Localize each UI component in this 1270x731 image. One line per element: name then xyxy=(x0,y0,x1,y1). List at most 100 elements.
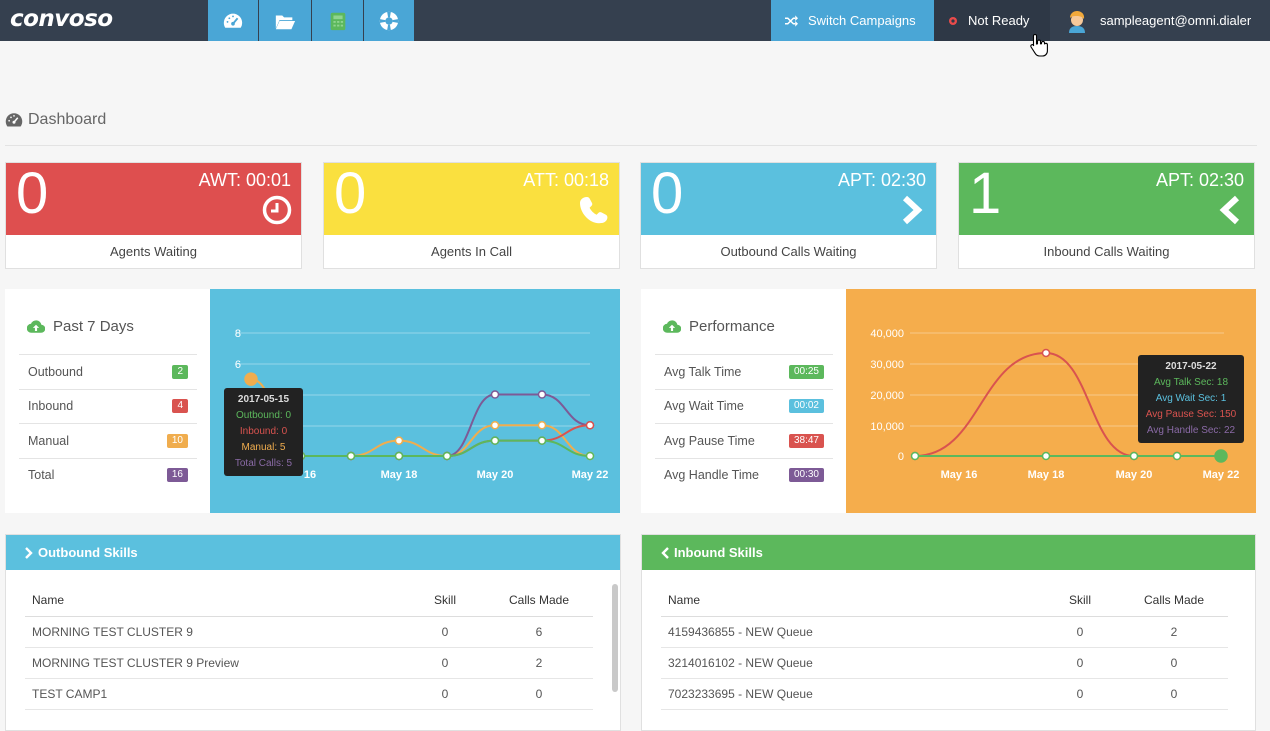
switch-campaigns-label: Switch Campaigns xyxy=(808,13,916,28)
data-point xyxy=(442,451,452,461)
user-menu[interactable]: sampleagent@omni.dialer xyxy=(1050,0,1270,41)
nav-phone-button[interactable] xyxy=(312,0,363,41)
past-7-days-list: Outbound 2 Inbound 4 Manual 10 Total 16 xyxy=(19,354,197,492)
stat-card-agents-waiting: 0 AWT: 00:01 Agents Waiting xyxy=(5,162,302,269)
stat-metric: APT: 02:30 xyxy=(837,170,926,190)
stat-value: 0 xyxy=(651,161,684,226)
y-tick-label: 6 xyxy=(235,359,241,371)
outbound-skills-table: Name Skill Calls Made MORNING TEST CLUST… xyxy=(25,585,593,710)
inbound-skills-panel: Inbound Skills Name Skill Calls Made 415… xyxy=(641,534,1256,731)
stat-value: 0 xyxy=(16,161,49,226)
data-point xyxy=(537,390,547,399)
count-badge: 16 xyxy=(166,468,188,483)
chevron-left-icon xyxy=(1219,195,1240,225)
switch-campaigns-button[interactable]: Switch Campaigns xyxy=(771,0,934,41)
data-point xyxy=(585,421,595,430)
logo[interactable]: convoso xyxy=(10,6,113,32)
data-point xyxy=(490,436,500,445)
stat-card-outbound-calls-waiting: 0 APT: 02:30 Outbound Calls Waiting xyxy=(640,162,937,269)
performance-chart[interactable]: 40,000 30,000 20,000 10,000 0 May 16 May 18 May… xyxy=(846,289,1256,513)
shuffle-icon xyxy=(785,14,798,27)
time-badge: 00:02 xyxy=(788,399,824,414)
chevron-left-icon xyxy=(661,546,669,559)
y-tick-label: 20,000 xyxy=(870,390,904,402)
divider xyxy=(5,145,1257,146)
data-point xyxy=(1129,451,1139,461)
y-tick-label: 0 xyxy=(898,451,904,463)
list-item: Inbound 4 xyxy=(19,388,197,424)
x-tick-label: May 18 xyxy=(1028,469,1065,481)
panel-title: Performance xyxy=(663,318,775,335)
inbound-skills-table: Name Skill Calls Made 4159436855 - NEW Q… xyxy=(661,585,1228,710)
panel-header: Inbound Skills xyxy=(642,535,1255,570)
scrollbar[interactable] xyxy=(612,584,618,692)
table-row[interactable]: 7023233695 - NEW Queue 0 0 xyxy=(661,678,1228,710)
stat-card-inbound-calls-waiting: 1 APT: 02:30 Inbound Calls Waiting xyxy=(958,162,1255,269)
nav-dashboard-button[interactable] xyxy=(208,0,258,41)
x-tick-label: 16 xyxy=(304,469,316,481)
stat-label: Inbound Calls Waiting xyxy=(1043,244,1170,259)
stat-label: Agents Waiting xyxy=(110,244,197,259)
table-row[interactable]: 3214016102 - NEW Queue 0 0 xyxy=(661,647,1228,679)
dashboard-icon xyxy=(5,113,23,127)
stat-value: 1 xyxy=(969,161,1002,226)
count-badge: 4 xyxy=(172,399,188,414)
line-chart: 40,000 30,000 20,000 10,000 0 May 16 May 18 May… xyxy=(870,328,1240,481)
line-chart: 8 6 16 May 18 May 20 May 22 xyxy=(235,328,609,481)
past-7-days-panel: Past 7 Days Outbound 2 Inbound 4 Manual 10 … xyxy=(5,289,620,513)
data-point xyxy=(490,390,500,399)
support-icon xyxy=(379,11,399,30)
data-point xyxy=(585,451,595,461)
chart-tooltip: 2017-05-22 Avg Talk Sec: 18 Avg Wait Sec… xyxy=(1138,355,1244,443)
x-tick-label: May 20 xyxy=(1116,469,1153,481)
series-line xyxy=(251,439,591,457)
data-point xyxy=(910,451,920,461)
table-row[interactable]: MORNING TEST CLUSTER 9 Preview 0 2 xyxy=(25,647,593,679)
table-row[interactable]: 4159436855 - NEW Queue 0 2 xyxy=(661,616,1228,648)
dashboard-icon xyxy=(223,13,243,28)
data-point xyxy=(490,421,500,430)
data-point xyxy=(394,451,404,461)
data-point xyxy=(244,372,258,386)
data-point xyxy=(1041,451,1051,461)
x-tick-label: May 18 xyxy=(381,469,418,481)
chevron-right-icon xyxy=(902,195,923,225)
chevron-right-icon xyxy=(25,546,33,559)
nav-folder-button[interactable] xyxy=(259,0,311,41)
list-item: Total 16 xyxy=(19,457,197,493)
cloud-upload-icon xyxy=(663,320,681,333)
stat-metric: APT: 02:30 xyxy=(1155,170,1244,190)
table-row[interactable]: TEST CAMP1 0 0 xyxy=(25,678,593,710)
count-badge: 2 xyxy=(172,364,188,379)
stat-label: Outbound Calls Waiting xyxy=(720,244,857,259)
user-email: sampleagent@omni.dialer xyxy=(1100,13,1252,28)
panel-header: Outbound Skills xyxy=(6,535,620,570)
data-point xyxy=(1041,348,1051,358)
y-tick-label: 8 xyxy=(235,328,241,340)
past-7-days-chart[interactable]: 8 6 16 May 18 May 20 May 22 2017-05-15 Outbou… xyxy=(210,289,620,513)
x-tick-label: May 20 xyxy=(477,469,514,481)
performance-list: Avg Talk Time 00:25 Avg Wait Time 00:02 Av… xyxy=(655,354,833,492)
stat-card-agents-in-call: 0 ATT: 00:18 Agents In Call xyxy=(323,162,620,269)
outbound-skills-panel: Outbound Skills Name Skill Calls Made MO… xyxy=(5,534,621,731)
data-point xyxy=(537,436,547,445)
data-point xyxy=(1214,449,1228,463)
list-item: Avg Talk Time 00:25 xyxy=(655,354,833,389)
x-tick-label: May 16 xyxy=(941,469,978,481)
x-tick-label: May 22 xyxy=(572,469,609,481)
phone-icon xyxy=(580,197,608,224)
x-tick-label: May 22 xyxy=(1203,469,1240,481)
data-point xyxy=(394,436,404,445)
hand-cursor-icon xyxy=(1030,33,1048,57)
y-tick-label: 40,000 xyxy=(870,328,904,340)
status-dropdown[interactable]: Not Ready xyxy=(934,0,1050,41)
performance-panel: Performance Avg Talk Time 00:25 Avg Wait … xyxy=(641,289,1256,513)
list-item: Outbound 2 xyxy=(19,354,197,389)
page-title-text: Dashboard xyxy=(28,111,107,128)
nav-support-button[interactable] xyxy=(364,0,414,41)
phone-icon xyxy=(330,12,345,30)
stat-metric: ATT: 00:18 xyxy=(523,170,609,190)
top-navbar: convoso Switch Campaigns Not Ready sampl… xyxy=(0,0,1270,41)
stat-metric: AWT: 00:01 xyxy=(198,170,291,190)
